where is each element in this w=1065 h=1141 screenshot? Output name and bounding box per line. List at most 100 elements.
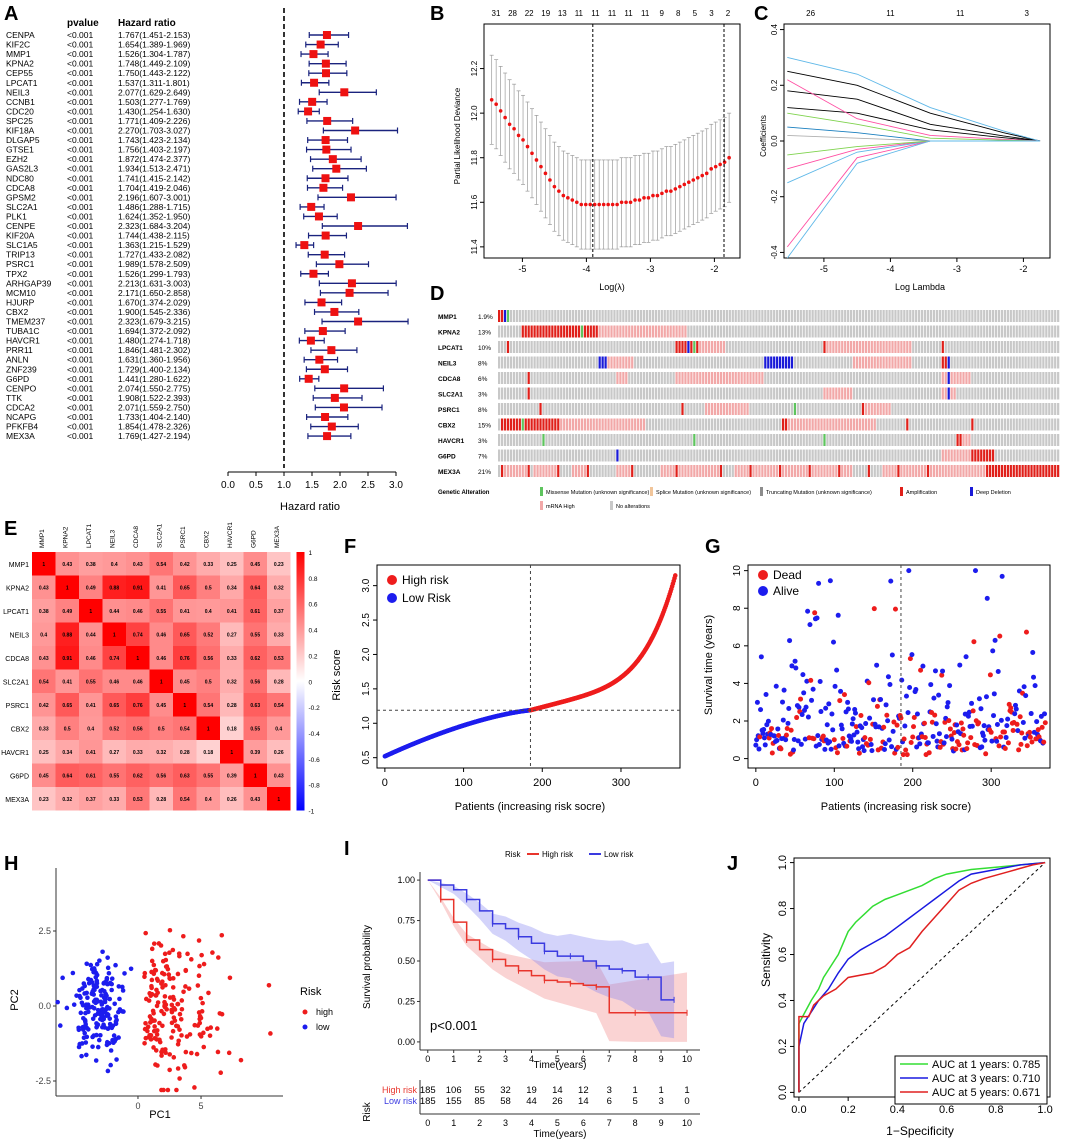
oncoprint-cell xyxy=(997,465,1001,477)
oncoprint-cell xyxy=(708,372,711,384)
oncoprint-cell xyxy=(1015,434,1018,446)
heatmap-cell xyxy=(243,669,267,693)
oncoprint-cell xyxy=(787,434,791,446)
oncoprint-cell xyxy=(767,387,770,400)
heatmap-cell-value: 0.54 xyxy=(180,726,190,732)
oncoprint-cell xyxy=(693,418,696,431)
forest-hr-box xyxy=(308,97,317,106)
panel-label-e: E xyxy=(4,518,17,540)
oncoprint-cell xyxy=(944,387,947,400)
survival-status-point xyxy=(805,714,811,720)
km-risktable-value: 26 xyxy=(552,1096,563,1107)
oncoprint-cell xyxy=(971,356,974,369)
oncoprint-cell xyxy=(932,465,936,477)
oncoprint-cell xyxy=(595,372,598,384)
oncoprint-cell xyxy=(1051,325,1054,338)
oncoprint-cell xyxy=(669,356,672,369)
oncoprint-cell xyxy=(498,356,501,369)
pca-point-low xyxy=(105,965,111,971)
oncoprint-cell xyxy=(915,449,918,462)
heatmap-cell-value: 0.28 xyxy=(227,703,237,709)
oncoprint-cell xyxy=(918,341,921,353)
survival-status-point xyxy=(976,720,982,726)
pca-point-low xyxy=(95,1007,101,1013)
oncoprint-cell xyxy=(1036,465,1039,477)
forest-gene-label: PSRC1 xyxy=(6,259,35,269)
heatmap-cell xyxy=(267,552,291,576)
oncoprint-cell xyxy=(950,449,953,462)
oncoprint-legend-label: Splice Mutation (unknown significance) xyxy=(656,490,751,496)
lasso-cv-point xyxy=(543,171,548,176)
heatmap-cell xyxy=(102,599,126,623)
survival-status-point xyxy=(903,693,909,699)
oncoprint-cell xyxy=(500,341,504,353)
oncoprint-cell xyxy=(580,341,584,353)
oncoprint-cell xyxy=(634,465,637,477)
pca-x-tick-label: 0 xyxy=(135,1101,140,1111)
oncoprint-cell xyxy=(923,403,927,415)
pca-point-high xyxy=(160,958,166,964)
oncoprint-cell xyxy=(811,356,814,369)
survival-status-point xyxy=(991,691,997,697)
oncoprint-cell xyxy=(912,325,915,338)
oncoprint-cell xyxy=(920,387,924,400)
survival-status-point xyxy=(949,736,955,742)
survival-status-point xyxy=(1032,683,1038,689)
oncoprint-cell xyxy=(882,325,885,338)
forest-pvalue: <0.001 xyxy=(67,192,94,202)
oncoprint-cell xyxy=(787,387,791,400)
forest-hr-text: 1.744(1.438-2.115) xyxy=(118,231,190,241)
oncoprint-cell xyxy=(876,434,879,446)
oncoprint-cell xyxy=(563,356,566,369)
oncoprint-cell xyxy=(506,341,510,353)
oncoprint-cell xyxy=(613,310,616,322)
oncoprint-cell xyxy=(542,465,545,477)
oncoprint-cell xyxy=(885,387,888,400)
oncoprint-cell xyxy=(1009,449,1012,462)
oncoprint-cell xyxy=(909,449,912,462)
survival-status-point xyxy=(998,734,1004,740)
oncoprint-cell xyxy=(601,449,604,462)
km-risktable-value: 1 xyxy=(658,1085,663,1096)
oncoprint-cell xyxy=(669,341,672,353)
oncoprint-cell xyxy=(929,387,933,400)
oncoprint-cell xyxy=(849,418,853,431)
oncoprint-cell xyxy=(971,434,974,446)
oncoprint-cell xyxy=(779,310,782,322)
oncoprint-cell xyxy=(696,465,699,477)
oncoprint-cell xyxy=(654,434,657,446)
oncoprint-cell xyxy=(950,387,953,400)
oncoprint-cell xyxy=(542,403,545,415)
oncoprint-cell xyxy=(583,356,586,369)
oncoprint-cell xyxy=(500,434,504,446)
oncoprint-cell xyxy=(524,403,527,415)
heatmap-cell-value: 0.45 xyxy=(250,562,260,568)
lasso-cv-point xyxy=(561,193,566,198)
km-risktable-group-label: High risk xyxy=(382,1085,418,1095)
risk-score-y-tick-label: 2.5 xyxy=(361,613,372,627)
oncoprint-cell xyxy=(637,403,640,415)
survival-status-point xyxy=(850,716,856,722)
heatmap-cell-value: 0.33 xyxy=(227,656,237,662)
survival-status-point xyxy=(913,687,919,693)
oncoprint-cell xyxy=(687,356,690,369)
heatmap-cell-value: 0.41 xyxy=(86,703,96,709)
oncoprint-cell xyxy=(539,449,542,462)
oncoprint-cell xyxy=(527,434,530,446)
km-high-ci xyxy=(427,880,688,1042)
oncoprint-cell xyxy=(808,434,811,446)
oncoprint-cell xyxy=(873,418,876,431)
oncoprint-cell xyxy=(977,449,980,462)
oncoprint-cell xyxy=(530,325,533,338)
oncoprint-cell xyxy=(628,418,631,431)
pca-point-low xyxy=(76,1025,81,1031)
oncoprint-cell xyxy=(941,434,944,446)
oncoprint-cell xyxy=(610,356,613,369)
oncoprint-cell xyxy=(814,356,817,369)
survival-status-point xyxy=(1023,629,1029,635)
oncoprint-cell xyxy=(1009,434,1012,446)
oncoprint-cell xyxy=(725,356,728,369)
heatmap-cell xyxy=(196,787,220,811)
oncoprint-cell xyxy=(657,310,660,322)
pca-point-low xyxy=(90,1016,96,1022)
